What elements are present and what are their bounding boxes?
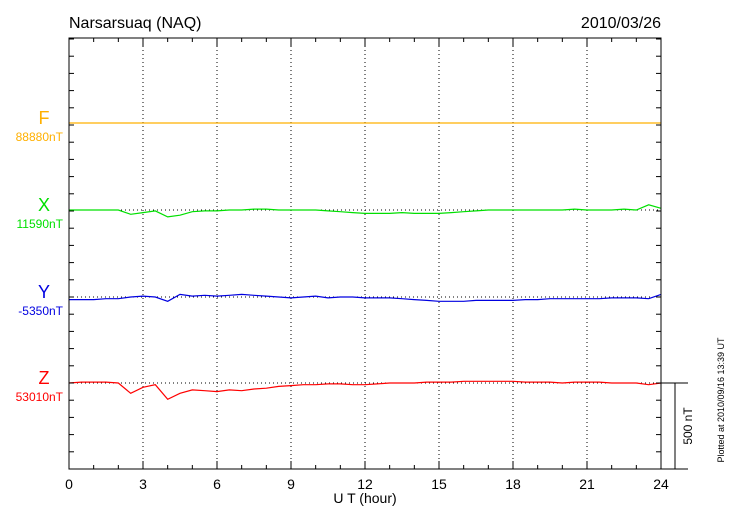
x-tick-label: 12: [357, 476, 373, 492]
x-tick-label: 18: [505, 476, 521, 492]
series-name-F: F: [39, 108, 50, 128]
chart-date: 2010/03/26: [581, 15, 661, 32]
x-tick-label: 3: [139, 476, 147, 492]
scale-bar-label: 500 nT: [681, 407, 695, 445]
series-name-Y: Y: [38, 282, 50, 302]
x-tick-label: 24: [653, 476, 669, 492]
x-tick-label: 9: [287, 476, 295, 492]
series-name-Z: Z: [39, 368, 50, 388]
series-baseline-Y: -5350nT: [18, 304, 63, 318]
x-tick-label: 21: [579, 476, 595, 492]
plotted-footnote: Plotted at 2010/09/16 13:39 UT: [716, 337, 726, 463]
chart-title: Narsarsuaq (NAQ): [69, 15, 201, 32]
x-tick-label: 6: [213, 476, 221, 492]
x-tick-label: 0: [65, 476, 73, 492]
x-tick-label: 15: [431, 476, 447, 492]
series-baseline-X: 11590nT: [17, 217, 64, 231]
series-line-Y: [69, 293, 662, 302]
series-name-X: X: [38, 195, 50, 215]
series-baseline-Z: 53010nT: [16, 390, 64, 404]
series-line-X: [69, 204, 662, 218]
x-axis-label: U T (hour): [333, 490, 396, 506]
series-baseline-F: 88880nT: [16, 130, 64, 144]
scale-bar: 500 nT: [661, 382, 695, 470]
series-line-Z: [68, 380, 662, 401]
